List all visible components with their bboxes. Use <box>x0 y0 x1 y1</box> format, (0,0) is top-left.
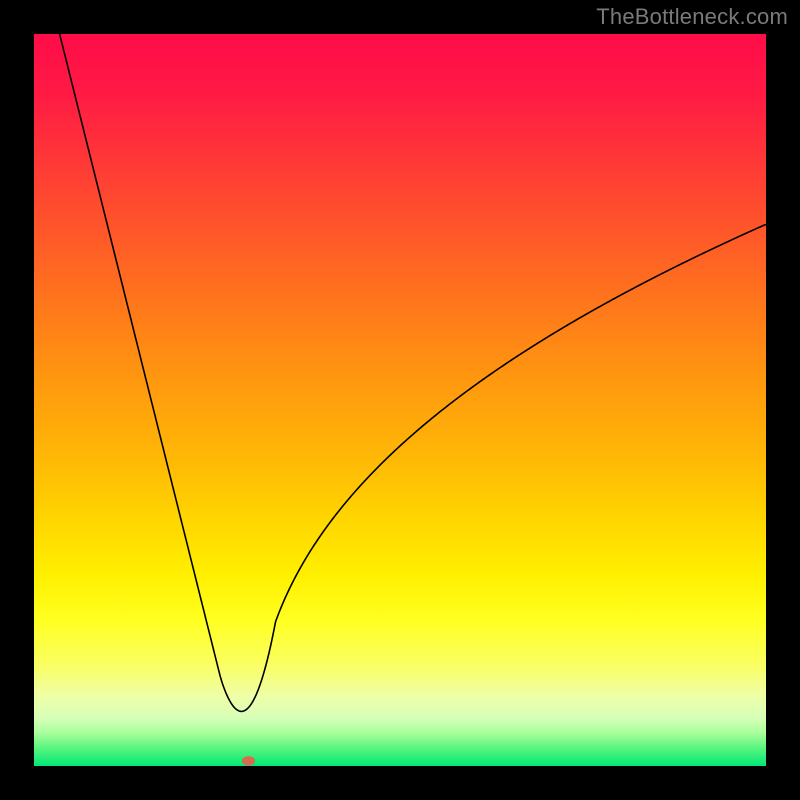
bottleneck-curve-chart <box>0 0 800 800</box>
chart-frame: TheBottleneck.com <box>0 0 800 800</box>
watermark-text: TheBottleneck.com <box>596 4 788 30</box>
minimum-marker <box>242 756 255 766</box>
plot-background <box>34 34 766 766</box>
